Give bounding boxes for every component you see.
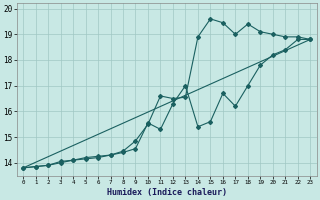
- X-axis label: Humidex (Indice chaleur): Humidex (Indice chaleur): [107, 188, 227, 197]
